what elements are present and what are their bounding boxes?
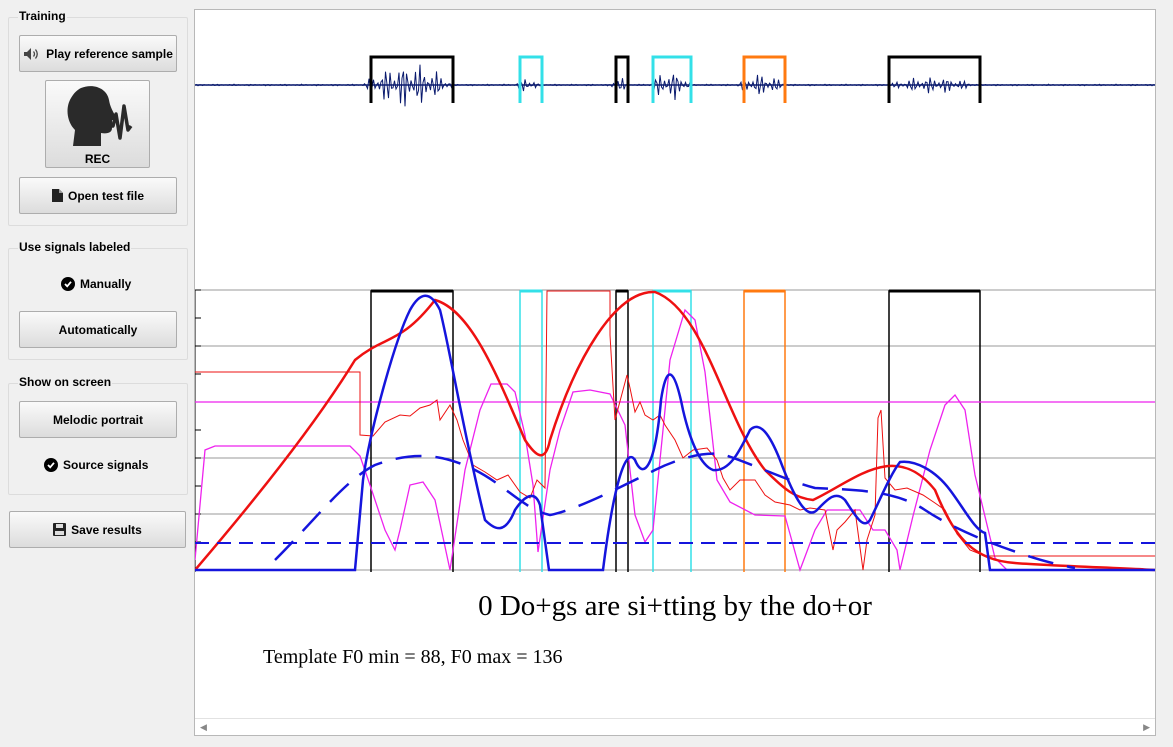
horizontal-scrollbar[interactable]: ◀ ▶ — [195, 718, 1155, 735]
manually-label: Manually — [80, 277, 132, 291]
red-curves — [195, 290, 1155, 572]
f0-range-text: Template F0 min = 88, F0 max = 136 — [263, 646, 563, 668]
rec-button[interactable]: REC — [45, 80, 150, 168]
floppy-disk-icon — [53, 523, 67, 536]
source-signals-label: Source signals — [63, 458, 149, 472]
open-test-file-label: Open test file — [67, 188, 144, 203]
check-icon — [61, 277, 75, 291]
magenta-curves — [195, 308, 1155, 573]
scroll-right-icon[interactable]: ▶ — [1143, 722, 1150, 732]
plot-canvas: 0 Do+gs are si+tting by the do+or Templa… — [194, 9, 1156, 736]
manually-option[interactable]: Manually — [61, 277, 131, 291]
waveform — [195, 64, 1155, 107]
source-signals-option[interactable]: Source signals — [44, 458, 148, 472]
training-group — [8, 17, 188, 226]
open-test-file-button[interactable]: Open test file — [19, 177, 177, 214]
file-icon — [51, 189, 63, 202]
segment-boxes — [370, 289, 981, 572]
gridlines — [195, 289, 1155, 571]
plot-svg — [195, 55, 1155, 573]
show-group — [8, 383, 188, 495]
blue-curves — [195, 294, 1155, 572]
show-title: Show on screen — [18, 375, 113, 389]
phrase-caption: 0 Do+gs are si+tting by the do+or — [478, 590, 872, 622]
signals-title: Use signals labeled — [18, 240, 132, 254]
automatically-button[interactable]: Automatically — [19, 311, 177, 348]
waveform-segments — [369, 55, 982, 103]
scroll-left-icon[interactable]: ◀ — [200, 722, 207, 732]
save-results-button[interactable]: Save results — [9, 511, 186, 548]
training-title: Training — [18, 9, 67, 23]
check-icon — [44, 458, 58, 472]
play-reference-button[interactable]: Play reference sample — [19, 35, 177, 72]
speaking-head-icon — [63, 84, 133, 151]
melodic-portrait-button[interactable]: Melodic portrait — [19, 401, 177, 438]
automatically-label: Automatically — [58, 322, 138, 337]
play-reference-label: Play reference sample — [46, 46, 173, 61]
speaker-icon — [23, 47, 41, 61]
rec-label: REC — [84, 152, 111, 166]
melodic-portrait-label: Melodic portrait — [52, 412, 143, 427]
save-results-label: Save results — [71, 522, 142, 537]
